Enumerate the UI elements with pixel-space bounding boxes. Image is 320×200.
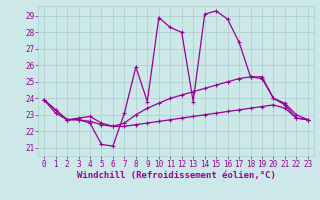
X-axis label: Windchill (Refroidissement éolien,°C): Windchill (Refroidissement éolien,°C) [76,171,276,180]
